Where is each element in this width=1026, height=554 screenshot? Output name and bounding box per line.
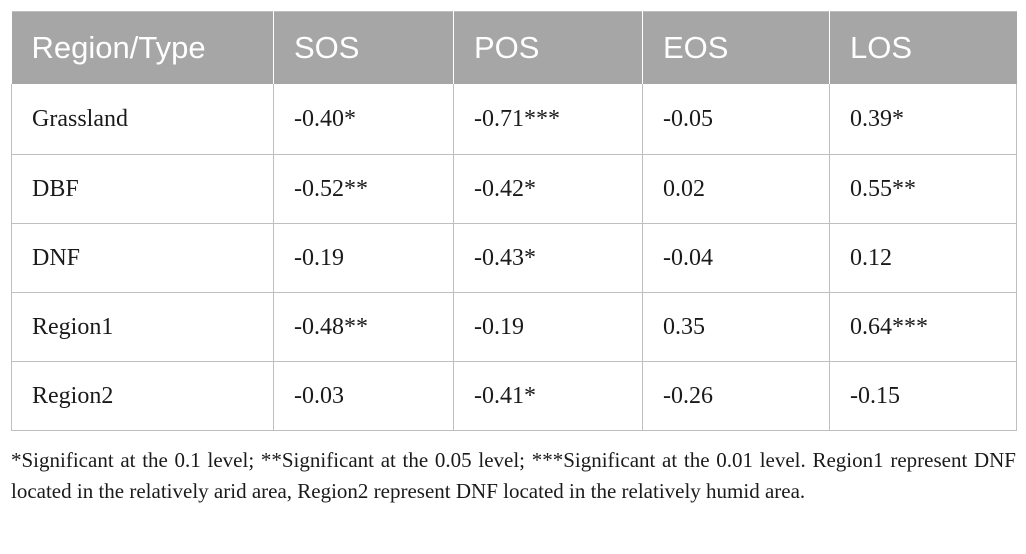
cell-eos: 0.02 — [642, 154, 830, 224]
cell-eos: -0.26 — [642, 361, 830, 431]
correlation-table: Region/Type SOS POS EOS LOS Grassland -0… — [11, 11, 1017, 431]
cell-los: 0.39* — [829, 84, 1017, 155]
cell-pos: -0.19 — [453, 292, 643, 362]
cell-eos: 0.35 — [642, 292, 830, 362]
cell-eos: -0.04 — [642, 223, 830, 293]
row-label: Grassland — [11, 84, 274, 155]
header-los: LOS — [829, 11, 1017, 84]
table-row: Region1 -0.48** -0.19 0.35 0.64*** — [11, 292, 1017, 362]
cell-pos: -0.43* — [453, 223, 643, 293]
table-row: DBF -0.52** -0.42* 0.02 0.55** — [11, 154, 1017, 224]
correlation-table-container: Region/Type SOS POS EOS LOS Grassland -0… — [11, 11, 1017, 431]
cell-sos: -0.19 — [273, 223, 454, 293]
table-row: Grassland -0.40* -0.71*** -0.05 0.39* — [11, 84, 1017, 155]
table-row: Region2 -0.03 -0.41* -0.26 -0.15 — [11, 361, 1017, 431]
table-footnote: *Significant at the 0.1 level; **Signifi… — [11, 448, 1016, 503]
cell-pos: -0.41* — [453, 361, 643, 431]
table-header: Region/Type SOS POS EOS LOS — [11, 11, 1017, 84]
cell-los: 0.12 — [829, 223, 1017, 293]
cell-pos: -0.42* — [453, 154, 643, 224]
table-row: DNF -0.19 -0.43* -0.04 0.12 — [11, 223, 1017, 293]
cell-los: 0.64*** — [829, 292, 1017, 362]
table-body: Grassland -0.40* -0.71*** -0.05 0.39* DB… — [11, 84, 1017, 431]
header-pos: POS — [453, 11, 643, 84]
row-label: Region2 — [11, 361, 274, 431]
cell-sos: -0.52** — [273, 154, 454, 224]
cell-sos: -0.40* — [273, 84, 454, 155]
header-eos: EOS — [642, 11, 830, 84]
cell-los: -0.15 — [829, 361, 1017, 431]
cell-los: 0.55** — [829, 154, 1017, 224]
header-region-type: Region/Type — [11, 11, 274, 84]
cell-sos: -0.48** — [273, 292, 454, 362]
row-label: DBF — [11, 154, 274, 224]
header-row: Region/Type SOS POS EOS LOS — [11, 11, 1017, 84]
cell-eos: -0.05 — [642, 84, 830, 155]
row-label: DNF — [11, 223, 274, 293]
header-sos: SOS — [273, 11, 454, 84]
cell-sos: -0.03 — [273, 361, 454, 431]
row-label: Region1 — [11, 292, 274, 362]
cell-pos: -0.71*** — [453, 84, 643, 155]
